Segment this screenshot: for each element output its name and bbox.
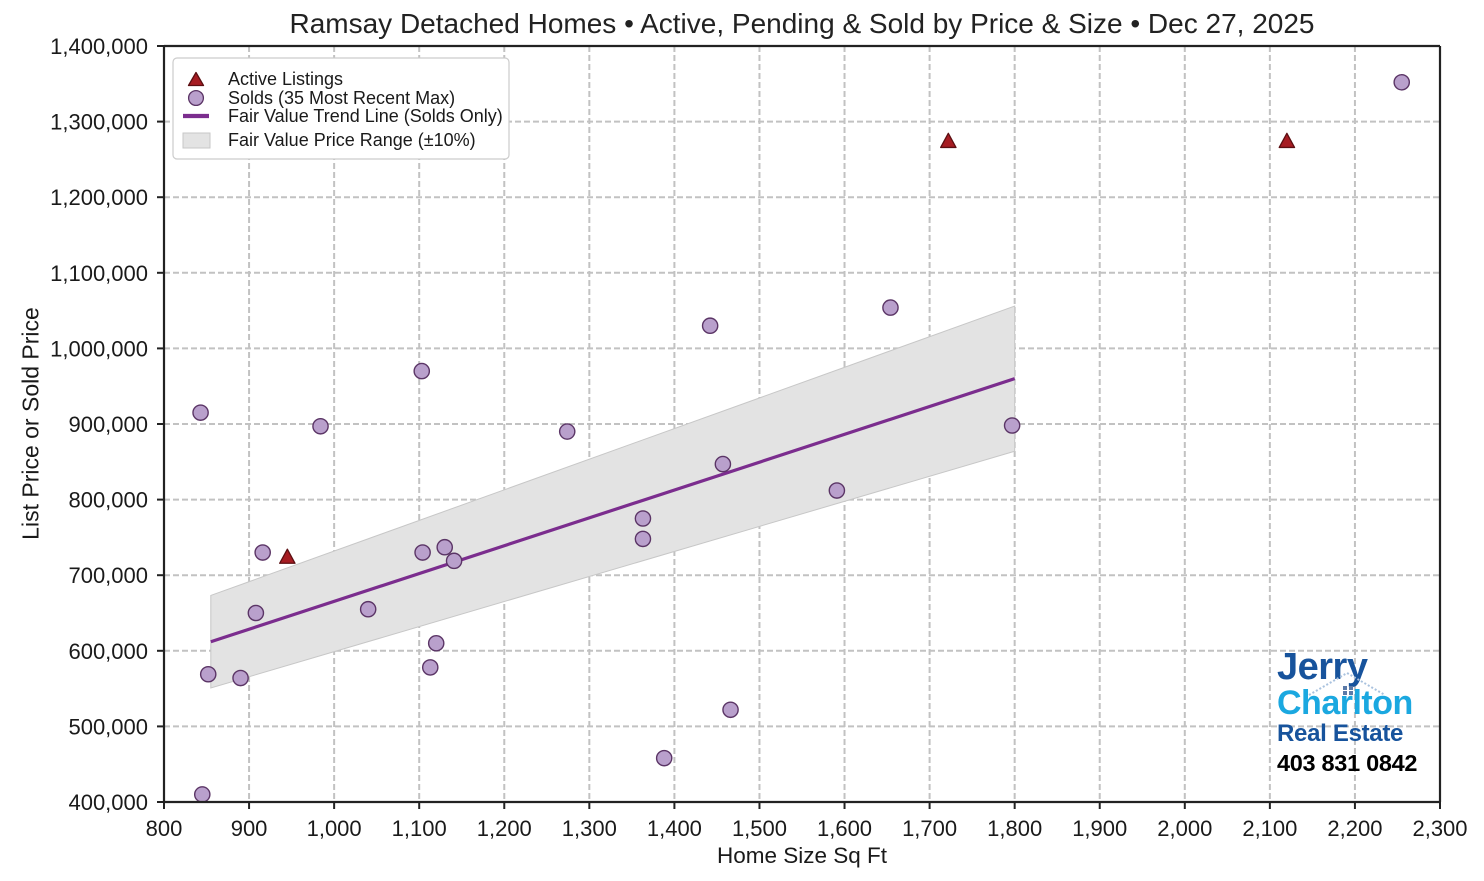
svg-text:2,300: 2,300: [1412, 816, 1467, 841]
svg-text:1,000,000: 1,000,000: [50, 336, 148, 361]
svg-text:1,200,000: 1,200,000: [50, 185, 148, 210]
svg-text:1,400,000: 1,400,000: [50, 34, 148, 59]
svg-text:700,000: 700,000: [68, 563, 148, 588]
svg-text:2,200: 2,200: [1327, 816, 1382, 841]
svg-text:400,000: 400,000: [68, 790, 148, 815]
svg-text:Fair Value Price Range (±10%): Fair Value Price Range (±10%): [228, 130, 476, 150]
svg-text:Active Listings: Active Listings: [228, 69, 343, 89]
svg-text:800,000: 800,000: [68, 488, 148, 513]
svg-text:1,000: 1,000: [307, 816, 362, 841]
svg-text:1,600: 1,600: [817, 816, 872, 841]
svg-text:1,200: 1,200: [477, 816, 532, 841]
svg-text:2,000: 2,000: [1157, 816, 1212, 841]
svg-text:Solds (35 Most Recent Max): Solds (35 Most Recent Max): [228, 88, 455, 108]
svg-text:500,000: 500,000: [68, 714, 148, 739]
svg-text:600,000: 600,000: [68, 639, 148, 664]
svg-text:1,100: 1,100: [392, 816, 447, 841]
svg-text:1,700: 1,700: [902, 816, 957, 841]
svg-text:1,300,000: 1,300,000: [50, 110, 148, 135]
svg-text:1,900: 1,900: [1072, 816, 1127, 841]
svg-text:1,500: 1,500: [732, 816, 787, 841]
svg-text:900,000: 900,000: [68, 412, 148, 437]
svg-text:1,400: 1,400: [647, 816, 702, 841]
svg-text:Fair Value Trend Line (Solds O: Fair Value Trend Line (Solds Only): [228, 106, 503, 126]
svg-text:800: 800: [146, 816, 183, 841]
svg-text:900: 900: [231, 816, 268, 841]
svg-text:1,800: 1,800: [987, 816, 1042, 841]
svg-text:1,100,000: 1,100,000: [50, 261, 148, 286]
svg-text:1,300: 1,300: [562, 816, 617, 841]
svg-text:2,100: 2,100: [1242, 816, 1297, 841]
